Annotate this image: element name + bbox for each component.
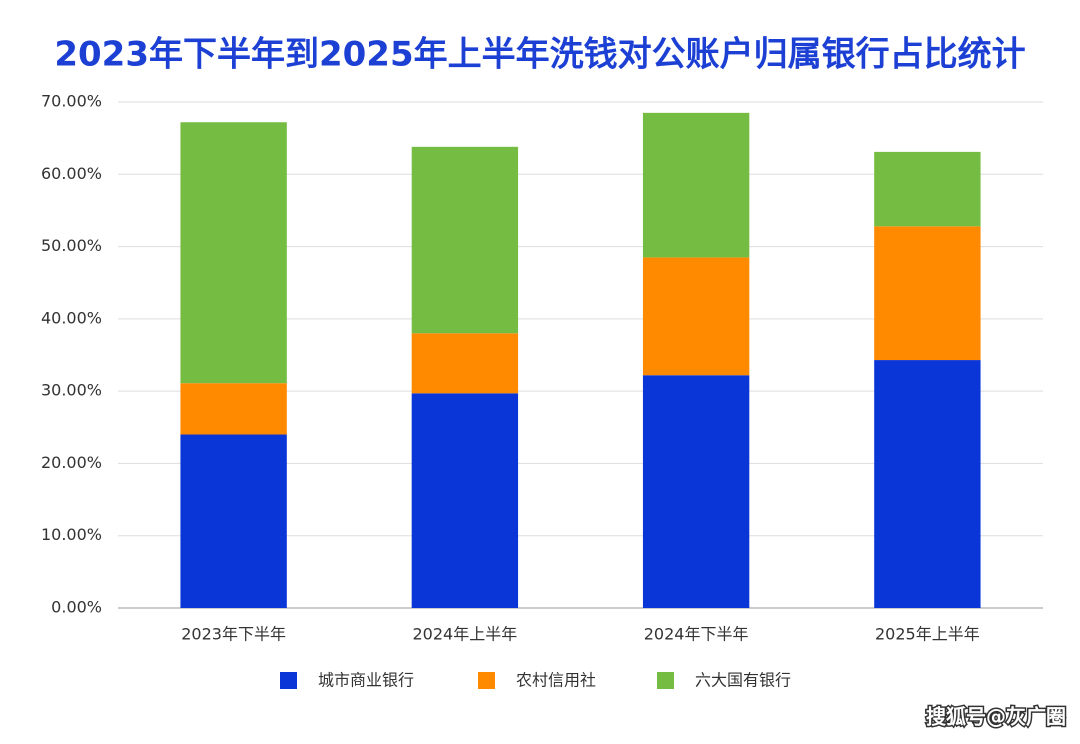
legend-label: 城市商业银行 [318, 671, 414, 690]
x-tick-label: 2024年下半年 [644, 625, 749, 644]
bar-segment [874, 226, 981, 361]
bar-segment [874, 151, 981, 227]
bar-segment [642, 112, 750, 258]
bar-segment [411, 333, 519, 394]
y-tick-label: 70.00% [41, 92, 102, 111]
y-tick-label: 10.00% [41, 525, 102, 544]
y-tick-label: 20.00% [41, 453, 102, 472]
y-tick-label: 0.00% [51, 598, 102, 617]
y-tick-label: 60.00% [41, 164, 102, 183]
bar-segment [874, 360, 981, 608]
legend-swatch [478, 672, 495, 689]
bar-segment [180, 383, 287, 435]
x-tick-label: 2023年下半年 [181, 625, 286, 644]
x-tick-label: 2025年上半年 [875, 625, 980, 644]
bar-segment [642, 257, 750, 376]
legend-swatch [657, 672, 674, 689]
bar-segment [411, 393, 519, 608]
y-tick-label: 40.00% [41, 308, 102, 327]
y-tick-label: 50.00% [41, 236, 102, 255]
legend-swatch [280, 672, 297, 689]
bar-segment [411, 146, 519, 334]
chart-title: 2023年下半年到2025年上半年洗钱对公账户归属银行占比统计 [54, 35, 1025, 75]
bar-segment [180, 434, 287, 608]
legend-label: 六大国有银行 [695, 671, 791, 690]
source-watermark: 搜狐号@灰广圈 [926, 705, 1066, 729]
bar-segment [180, 122, 287, 384]
legend-label: 农村信用社 [516, 671, 596, 690]
y-tick-label: 30.00% [41, 381, 102, 400]
x-tick-label: 2024年上半年 [413, 625, 518, 644]
bar-segment [642, 375, 750, 608]
